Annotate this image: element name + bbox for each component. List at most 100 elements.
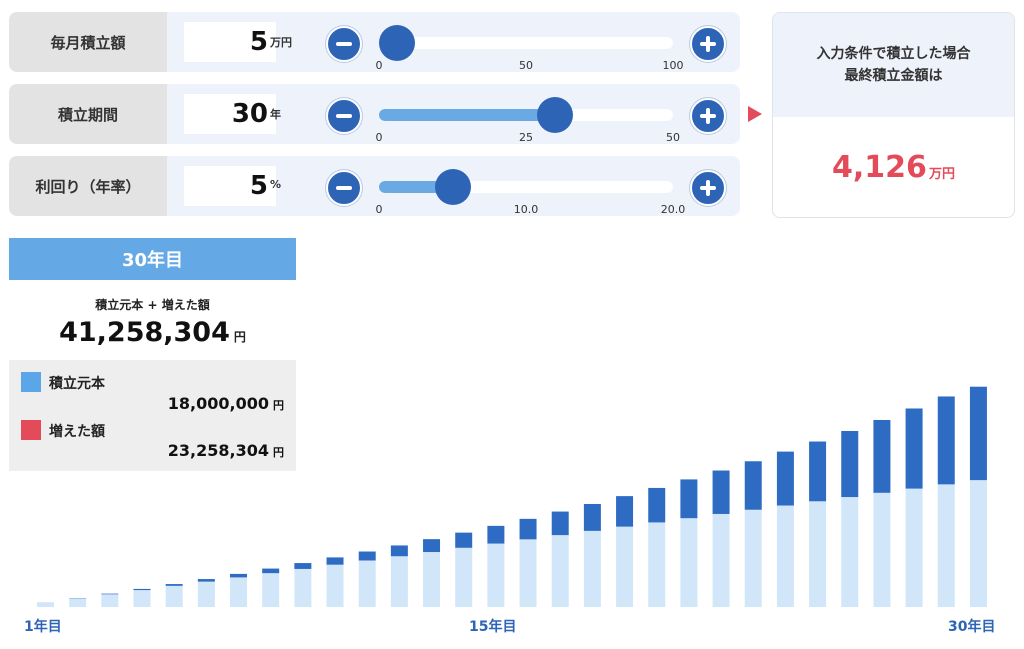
period-plus-button[interactable] xyxy=(690,98,726,134)
result-heading: 入力条件で積立した場合 最終積立金額は xyxy=(773,13,1014,117)
bar-principal xyxy=(616,526,634,607)
bar-gain xyxy=(905,408,923,489)
bar-principal xyxy=(133,590,151,607)
yield-row: 利回り（年率） 5 % 0 10.0 20.0 xyxy=(9,156,740,216)
bar-principal xyxy=(390,556,408,607)
slider-knob[interactable] xyxy=(379,25,415,61)
result-heading-line1: 入力条件で積立した場合 xyxy=(816,46,971,62)
monthly-amount-label: 毎月積立額 xyxy=(9,12,167,72)
bar-principal xyxy=(905,488,923,607)
summary-card: 30年目 積立元本 + 増えた額 41,258,304 円 積立元本 18,000… xyxy=(9,238,296,471)
bar-principal xyxy=(197,581,215,607)
bar-gain xyxy=(230,573,248,578)
gain-label: 増えた額 xyxy=(49,424,105,440)
bar-principal xyxy=(744,509,762,607)
bar-principal xyxy=(37,602,54,607)
minus-icon xyxy=(336,114,352,118)
yield-plus-button[interactable] xyxy=(690,170,726,206)
period-minus-button[interactable] xyxy=(326,98,362,134)
bar-principal xyxy=(712,513,730,607)
slider-tick-max: 50 xyxy=(666,131,680,144)
bar-principal xyxy=(680,518,698,607)
bar-gain xyxy=(712,470,730,514)
yield-minus-button[interactable] xyxy=(326,170,362,206)
monthly-amount-minus-button[interactable] xyxy=(326,26,362,62)
period-unit: 年 xyxy=(270,108,281,121)
bar-principal xyxy=(165,585,183,607)
slider-fill xyxy=(379,109,556,121)
summary-total: 積立元本 + 増えた額 41,258,304 円 xyxy=(9,280,296,360)
bar-principal xyxy=(101,594,119,607)
bar-principal xyxy=(809,501,827,607)
bar-principal xyxy=(776,505,794,607)
result-amount-value: 4,126 xyxy=(832,149,927,185)
arrow-right-icon xyxy=(748,106,762,122)
monthly-amount-unit: 万円 xyxy=(270,36,292,49)
bar-principal xyxy=(326,564,344,607)
yield-label: 利回り（年率） xyxy=(9,156,167,216)
x-tick-label-mid: 15年目 xyxy=(469,619,517,635)
yield-input[interactable]: 5 xyxy=(184,166,276,206)
bar-principal xyxy=(551,535,569,607)
bar-principal xyxy=(841,497,859,607)
slider-tick-max: 20.0 xyxy=(660,203,686,216)
slider-tick-mid: 50 xyxy=(519,59,533,72)
bar-gain xyxy=(390,545,408,557)
period-slider[interactable] xyxy=(379,97,673,133)
bar-gain xyxy=(616,496,634,527)
bar-gain xyxy=(583,503,601,531)
slider-knob[interactable] xyxy=(537,97,574,133)
bar-gain xyxy=(101,593,119,595)
bar-gain xyxy=(358,551,376,561)
bar-gain xyxy=(519,518,537,540)
period-input[interactable]: 30 xyxy=(184,94,276,134)
bar-gain xyxy=(648,487,666,523)
gain-value: 23,258,304 円 xyxy=(167,441,284,460)
gain-swatch xyxy=(21,420,41,440)
bar-principal xyxy=(937,484,955,607)
bar-principal xyxy=(69,598,87,607)
minus-icon xyxy=(336,42,352,46)
x-tick-label-last: 30年目 xyxy=(948,619,996,635)
result-heading-line2: 最終積立金額は xyxy=(844,68,943,84)
bar-gain xyxy=(680,479,698,519)
bar-principal xyxy=(519,539,537,607)
bar-gain xyxy=(294,563,312,569)
monthly-amount-input[interactable]: 5 xyxy=(184,22,276,62)
growth-bar-chart xyxy=(37,386,987,607)
period-label: 積立期間 xyxy=(9,84,167,144)
summary-total-unit: 円 xyxy=(233,330,246,344)
bar-gain xyxy=(197,579,215,582)
principal-label: 積立元本 xyxy=(49,376,105,392)
bar-gain xyxy=(455,532,473,548)
summary-total-label: 積立元本 + 増えた額 xyxy=(95,298,210,312)
bar-gain xyxy=(551,511,569,536)
slider-knob[interactable] xyxy=(434,169,471,205)
summary-total-value: 41,258,304 xyxy=(59,317,230,348)
summary-year-title: 30年目 xyxy=(9,238,296,280)
yield-slider[interactable] xyxy=(379,169,673,205)
slider-fill xyxy=(379,181,453,193)
slider-tick-max: 100 xyxy=(662,59,684,72)
slider-tick-min: 0 xyxy=(375,131,383,144)
monthly-amount-slider[interactable] xyxy=(379,25,673,61)
bar-gain xyxy=(487,525,505,544)
period-row: 積立期間 30 年 0 25 50 xyxy=(9,84,740,144)
monthly-amount-plus-button[interactable] xyxy=(690,26,726,62)
yield-unit: % xyxy=(270,178,282,191)
yield-value: 5 xyxy=(249,171,268,201)
result-panel: 入力条件で積立した場合 最終積立金額は 4,126 万円 xyxy=(772,12,1015,218)
result-amount: 4,126 万円 xyxy=(773,117,1014,217)
x-tick-label-first: 1年目 xyxy=(24,619,62,635)
result-amount-unit: 万円 xyxy=(928,166,955,182)
bar-gain xyxy=(873,419,891,493)
bar-principal xyxy=(969,480,987,607)
principal-value: 18,000,000 円 xyxy=(167,394,284,413)
bar-gain xyxy=(165,584,183,586)
principal-swatch xyxy=(21,372,41,392)
slider-tick-mid: 25 xyxy=(519,131,533,144)
bar-gain xyxy=(133,588,151,591)
bar-principal xyxy=(294,568,312,607)
slider-tick-min: 0 xyxy=(375,203,383,216)
bar-principal xyxy=(423,552,441,607)
